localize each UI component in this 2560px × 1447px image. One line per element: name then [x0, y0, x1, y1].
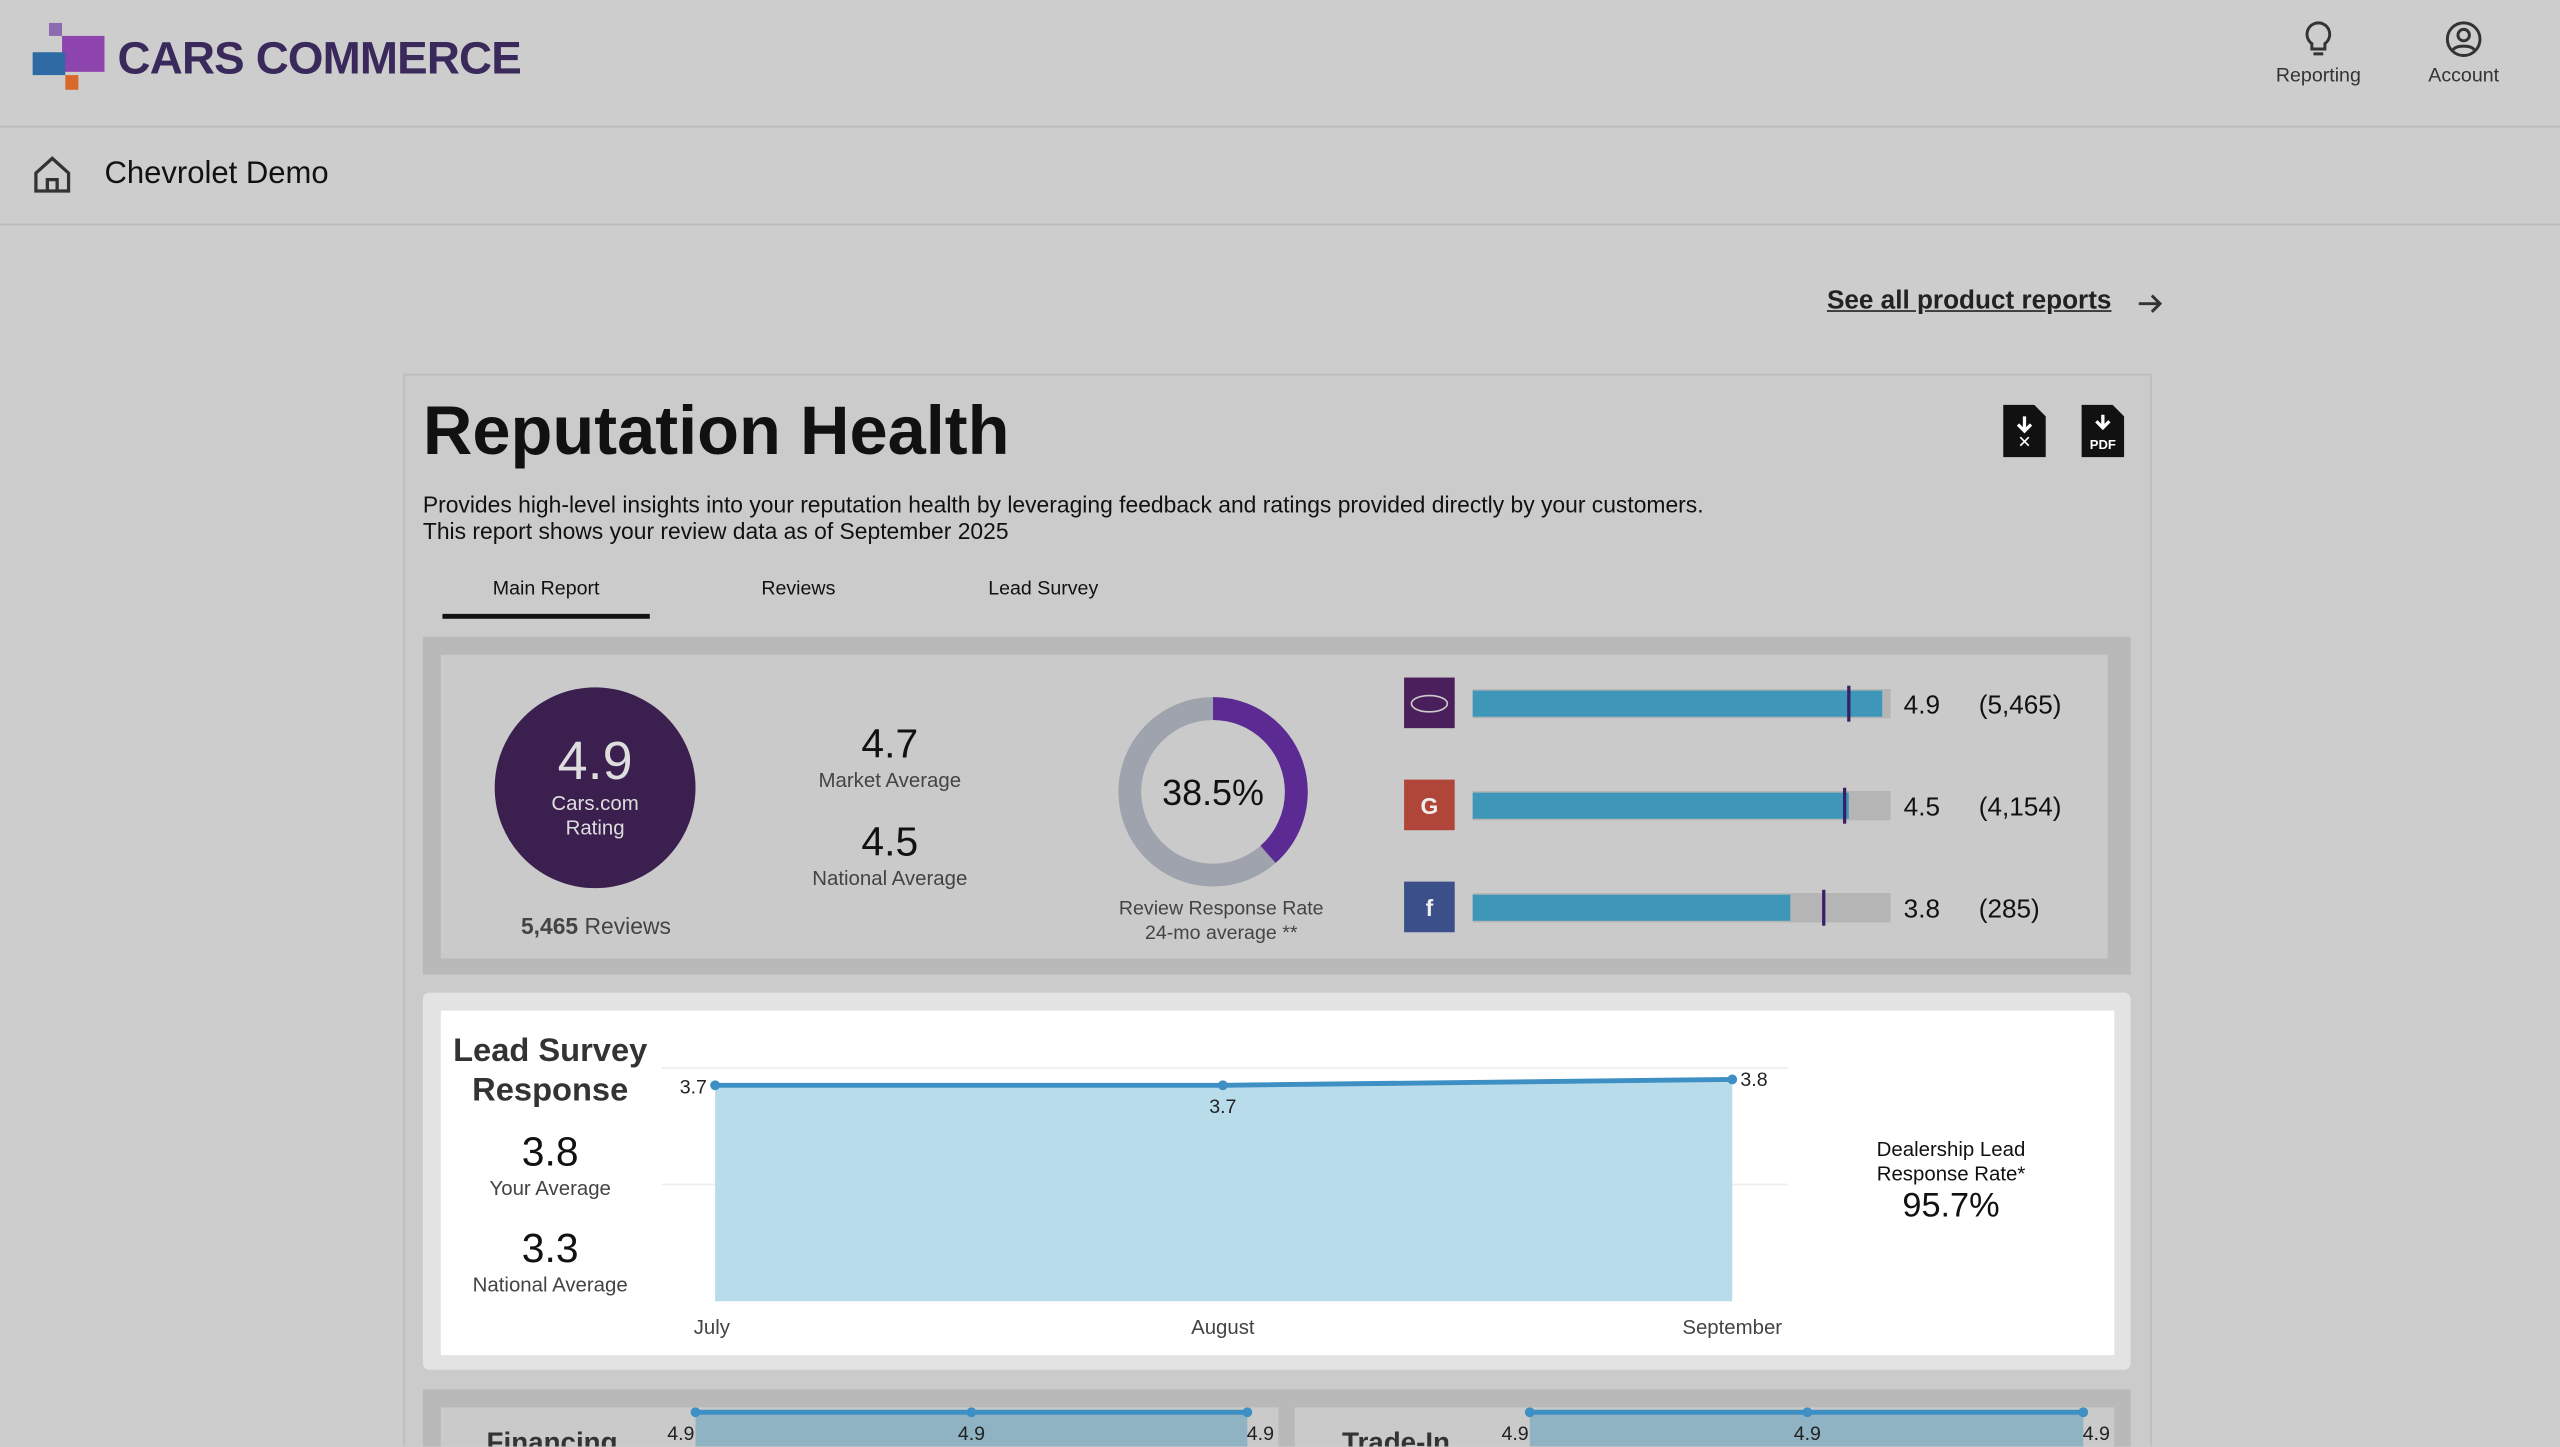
reports-link[interactable]: See all product reports: [1826, 287, 2112, 316]
source-logo: [1410, 694, 1449, 713]
mini-point: [690, 1407, 701, 1418]
mini-label: 4.9: [667, 1423, 694, 1445]
stat-label: National Average: [472, 1273, 628, 1297]
top-bar: CARS COMMERCE Reporting Account: [0, 0, 2560, 128]
description: Provides high-level insights into your r…: [423, 491, 1704, 543]
financing-title: Financing: [486, 1426, 618, 1447]
bar: [1472, 894, 1791, 921]
mini-point: [2078, 1407, 2089, 1418]
mini-label: 4.9: [1794, 1423, 1821, 1445]
source-icon-text: f: [1426, 895, 1434, 921]
mini-point: [1802, 1407, 1813, 1418]
mini-point: [1524, 1407, 1535, 1418]
response-caption: Review Response Rate 24-mo average **: [1118, 896, 1324, 944]
tab[interactable]: Reviews: [761, 576, 836, 600]
nav-account[interactable]: Account: [2398, 20, 2529, 87]
report-title: Reputation Health: [422, 391, 1010, 469]
stat-label: National Average: [812, 866, 968, 890]
stat-label: Market Average: [818, 768, 962, 792]
trade-in-title: Trade-In: [1342, 1426, 1450, 1447]
value-label: 3.7: [680, 1076, 707, 1098]
donut-arc: [1118, 697, 1308, 887]
lead-response-rate: Dealership Lead Response Rate* 95.7%: [1853, 1138, 2049, 1226]
your-average: 3.8 Your Average: [444, 1130, 656, 1200]
market-average: 4.7 Market Average: [784, 722, 996, 792]
source-icon-text: G: [1420, 793, 1438, 819]
nav-label: Account: [2428, 63, 2500, 87]
mini-label: 4.9: [2083, 1423, 2110, 1445]
source-icon: [1404, 677, 1455, 729]
mini-area: [1529, 1413, 2084, 1447]
benchmark-marker: [1822, 889, 1826, 926]
stat-value: 4.7: [861, 721, 919, 768]
excel-download[interactable]: ✕: [2002, 403, 2048, 459]
tab[interactable]: Lead Survey: [988, 576, 1099, 600]
svg-text:PDF: PDF: [2090, 437, 2116, 452]
arrow-icon: [2138, 294, 2163, 313]
point: [1217, 1080, 1228, 1091]
benchmark-marker: [1843, 787, 1847, 824]
account-icon: [2445, 21, 2482, 57]
breadcrumb[interactable]: Chevrolet Demo: [104, 156, 329, 192]
source-rating: 4.9: [1904, 689, 1940, 719]
lead-title: Lead Survey Response: [453, 1033, 648, 1109]
national-average: 4.5 National Average: [784, 820, 996, 890]
mini-point: [966, 1407, 977, 1418]
mini-label: 4.9: [1501, 1423, 1528, 1445]
mini-label: 4.9: [958, 1423, 985, 1445]
stat-value: 95.7%: [1902, 1186, 2000, 1225]
mini-label: 4.9: [1247, 1423, 1274, 1445]
description-line: Provides high-level insights into your r…: [422, 491, 1704, 518]
bar: [1472, 792, 1849, 819]
mini-area: [695, 1413, 1248, 1447]
breadcrumb-bar: Chevrolet Demo: [0, 127, 2560, 226]
value-label: 3.8: [1740, 1069, 1767, 1091]
benchmark-marker: [1847, 685, 1851, 722]
x-tick-label: August: [1191, 1317, 1255, 1339]
value-label: 3.7: [1209, 1096, 1236, 1118]
point: [1727, 1074, 1738, 1085]
reviews-count: 5,465 Reviews: [473, 913, 718, 939]
stat-value: 3.3: [521, 1226, 579, 1272]
nav-reporting[interactable]: Reporting: [2253, 20, 2384, 87]
logo-mark: [32, 22, 105, 90]
mini-point: [1242, 1407, 1253, 1418]
stat-value: 3.8: [521, 1129, 579, 1176]
source-count: (5,465): [1979, 689, 2062, 719]
bar: [1472, 690, 1883, 717]
rating-value: 4.9: [557, 729, 633, 791]
rating-badge: 4.9 Cars.com Rating: [494, 687, 696, 889]
source-rating: 4.5: [1904, 792, 1940, 822]
donut-label: 38.5%: [1162, 772, 1264, 813]
pdf-download[interactable]: PDF: [2080, 403, 2126, 459]
reviews-number: 5,465: [520, 912, 579, 939]
source-count: (285): [1979, 894, 2040, 924]
home-icon[interactable]: [33, 155, 72, 194]
bulb-icon: [2305, 21, 2332, 56]
brand: CARS COMMERCE: [117, 32, 522, 84]
stat-label: Dealership Lead Response Rate*: [1876, 1137, 2026, 1186]
nav-label: Reporting: [2275, 63, 2361, 87]
source-icon: [1404, 881, 1455, 933]
source-count: (4,154): [1979, 792, 2062, 822]
area: [715, 1079, 1733, 1302]
x-tick-label: July: [694, 1317, 731, 1339]
svg-text:✕: ✕: [2018, 433, 2032, 451]
source-icon: [1404, 779, 1455, 831]
national-lead-average: 3.3 National Average: [444, 1226, 656, 1296]
stat-label: Your Average: [489, 1177, 611, 1200]
rating-label: Cars.com Rating: [551, 791, 639, 840]
description-line: This report shows your review data as of…: [422, 517, 1009, 544]
source-rating: 3.8: [1904, 894, 1940, 924]
stat-value: 4.5: [861, 819, 919, 866]
point: [710, 1080, 720, 1091]
x-tick-label: September: [1682, 1317, 1782, 1339]
reviews-label: Reviews: [584, 912, 671, 939]
tab-active[interactable]: Main Report: [442, 576, 650, 619]
